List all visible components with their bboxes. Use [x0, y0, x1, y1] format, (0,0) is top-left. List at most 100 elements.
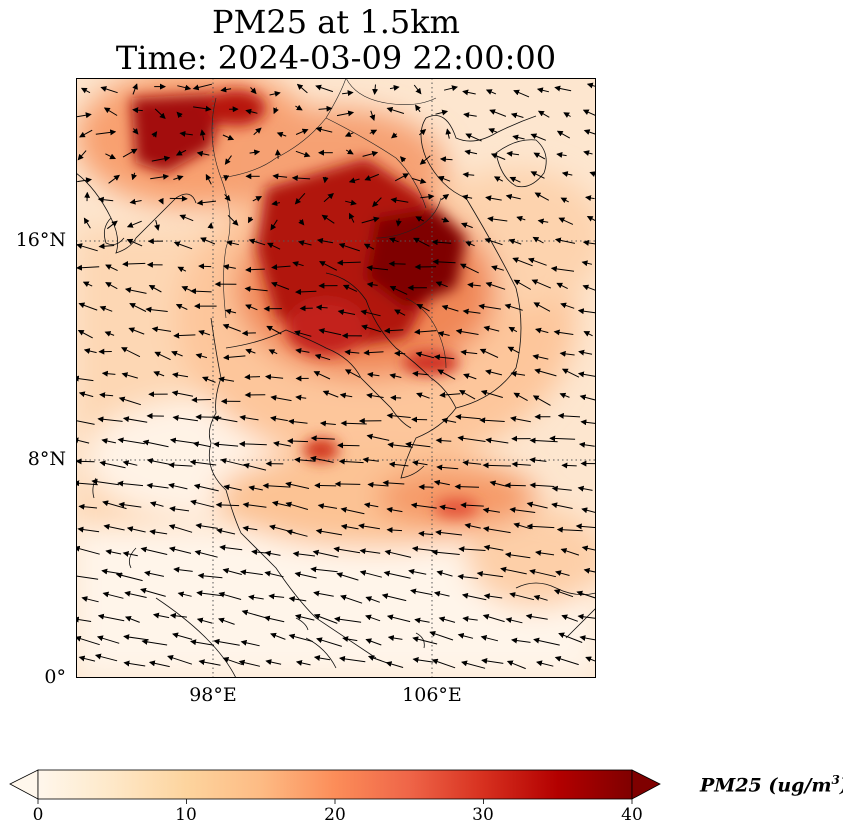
wind-arrow: [132, 107, 143, 114]
wind-arrow: [102, 591, 124, 599]
wind-arrow: [292, 261, 304, 267]
wind-arrow: [460, 502, 484, 509]
lon-tick-98e: 98°E: [189, 684, 237, 706]
wind-arrow: [298, 240, 312, 246]
wind-arrow: [561, 368, 580, 378]
wind-arrow: [487, 216, 508, 223]
wind-arrow: [363, 243, 375, 250]
wind-arrow: [200, 237, 216, 245]
wind-vectors: [76, 82, 596, 670]
wind-arrow: [505, 193, 521, 200]
wind-arrow: [437, 331, 450, 337]
wind-arrow: [245, 266, 265, 273]
wind-arrow: [149, 501, 164, 507]
wind-arrow: [586, 216, 596, 222]
wind-arrow: [317, 503, 338, 510]
wind-arrow: [504, 551, 531, 559]
colorbar-tick-0: 0: [32, 805, 44, 825]
wind-arrow: [205, 173, 212, 185]
colorbar-gradient: [37, 769, 633, 800]
wind-arrow: [560, 548, 580, 556]
wind-arrow: [367, 371, 380, 378]
wind-arrow: [558, 632, 583, 643]
wind-arrow: [318, 105, 333, 112]
wind-arrow: [560, 302, 575, 309]
wind-arrow: [76, 112, 92, 119]
wind-arrow: [123, 660, 146, 667]
wind-arrow: [416, 392, 430, 399]
wind-arrow: [429, 630, 454, 641]
wind-arrow: [366, 392, 384, 399]
wind-arrow: [483, 593, 503, 600]
wind-arrow: [413, 237, 430, 247]
wind-arrow: [533, 152, 546, 160]
wind-arrow: [369, 110, 376, 121]
wind-arrow: [196, 150, 210, 157]
wind-arrow: [491, 265, 504, 271]
wind-arrow: [485, 89, 497, 95]
wind-arrow: [457, 435, 486, 442]
wind-arrow: [441, 304, 459, 312]
wind-arrow: [390, 197, 409, 204]
wind-arrow: [318, 328, 342, 336]
wind-arrow: [167, 655, 193, 665]
wind-arrow: [322, 390, 339, 398]
wind-arrow: [561, 462, 577, 469]
wind-arrow: [270, 632, 286, 640]
wind-arrow: [576, 590, 596, 599]
wind-arrow: [270, 394, 292, 402]
wind-arrow: [82, 281, 93, 288]
wind-arrow: [511, 461, 531, 468]
wind-arrow: [340, 523, 359, 530]
wind-arrow: [342, 636, 358, 642]
wind-arrow: [479, 348, 499, 358]
wind-arrow: [526, 523, 555, 530]
wind-arrow: [550, 265, 575, 272]
wind-arrow: [581, 545, 596, 552]
wind-arrow: [385, 661, 404, 668]
wind-arrow: [173, 566, 193, 573]
wind-arrow: [266, 242, 281, 250]
wind-arrow: [363, 349, 384, 356]
wind-arrow: [104, 331, 115, 337]
wind-arrow: [372, 197, 382, 208]
wind-arrow: [101, 438, 117, 444]
colorbar-label: PM25 (ug/m3): [700, 773, 843, 796]
wind-arrow: [212, 415, 238, 423]
wind-arrow: [195, 353, 208, 359]
wind-arrow: [243, 462, 267, 471]
wind-arrow: [532, 353, 549, 360]
wind-arrow: [238, 659, 261, 667]
wind-arrow: [559, 350, 575, 357]
wind-arrow: [285, 501, 309, 510]
colorbar-tick-10: 10: [175, 805, 197, 825]
wind-arrow: [387, 635, 403, 641]
wind-arrow: [314, 482, 337, 489]
wind-arrow: [365, 638, 382, 646]
wind-arrow: [416, 304, 430, 312]
wind-arrow: [177, 266, 187, 273]
wind-arrow: [103, 107, 118, 116]
pm25-hotspots: [131, 90, 478, 518]
wind-arrow: [463, 112, 477, 119]
wind-arrow: [556, 151, 567, 158]
wind-arrow: [359, 548, 381, 555]
wind-arrow: [441, 194, 450, 201]
wind-arrow: [459, 263, 479, 274]
wind-arrow: [465, 133, 482, 142]
wind-arrow: [181, 286, 191, 292]
wind-arrow: [145, 306, 168, 313]
wind-arrow: [435, 529, 463, 536]
wind-arrow: [361, 216, 380, 224]
wind-arrow: [508, 238, 522, 245]
wind-arrow: [462, 459, 482, 466]
wind-arrow: [372, 84, 379, 95]
lat-tick-16n: 16°N: [15, 229, 66, 251]
wind-arrow: [336, 110, 355, 117]
wind-arrow: [586, 82, 596, 89]
wind-arrow: [554, 85, 572, 92]
wind-arrow: [386, 506, 403, 513]
wind-arrow: [436, 570, 453, 577]
wind-arrow: [117, 437, 145, 445]
wind-arrow: [554, 656, 579, 666]
